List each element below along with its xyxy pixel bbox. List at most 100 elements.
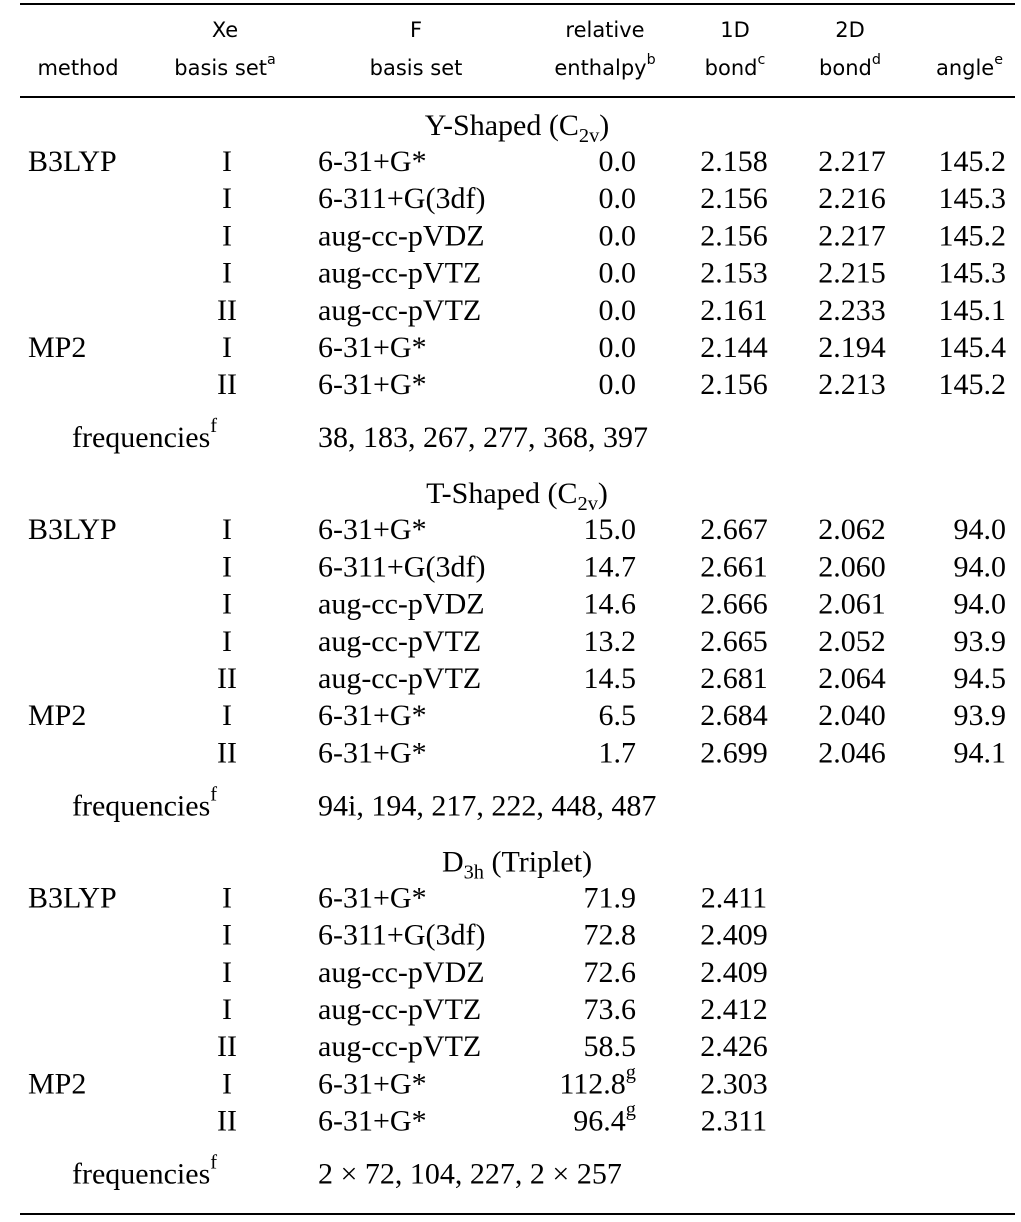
cell-text: 0.0: [599, 293, 637, 326]
frequencies-label: frequenciesf: [72, 1152, 217, 1191]
note: f: [210, 1152, 217, 1174]
cell-text: aug-cc-pVDZ: [318, 587, 485, 620]
cell-text: I: [222, 587, 232, 620]
cell-text: 2.426: [700, 1030, 768, 1063]
header-cell: bondd: [819, 52, 881, 80]
cell-text: bond: [819, 56, 872, 80]
cell: 14.5: [584, 662, 637, 695]
cell-text: 2.311: [701, 1104, 767, 1137]
cell-text: 2.681: [700, 662, 768, 695]
header-cell: enthalpyb: [554, 52, 655, 80]
cell: MP2: [28, 1067, 86, 1100]
cell-text: II: [217, 662, 237, 695]
cell-text: II: [217, 1104, 237, 1137]
cell: 2.217: [818, 219, 886, 252]
cell: 2.215: [818, 256, 886, 289]
cell: aug-cc-pVTZ: [318, 293, 481, 326]
cell-text: 58.5: [584, 1030, 637, 1063]
cell: 6-31+G*: [318, 331, 427, 364]
cell-text: 6-31+G*: [318, 145, 427, 178]
cell: 2.161: [700, 293, 768, 326]
cell: B3LYP: [28, 513, 117, 546]
cell-text: Xe: [212, 18, 238, 42]
cell-text: 0.0: [599, 331, 637, 364]
cell: 6-31+G*: [318, 368, 427, 401]
cell: 2.311: [701, 1104, 767, 1137]
cell: I: [222, 587, 232, 620]
cell-text: 2.217: [818, 219, 886, 252]
cell: 58.5: [584, 1030, 637, 1063]
cell: 2.426: [700, 1030, 768, 1063]
cell-text: 6-31+G*: [318, 736, 427, 769]
note: f: [210, 415, 217, 437]
cell-text: aug-cc-pVDZ: [318, 955, 485, 988]
cell: 6-31+G*: [318, 513, 427, 546]
cell-text: 2.158: [700, 145, 768, 178]
note: d: [872, 52, 881, 68]
cell: 1.7: [599, 736, 637, 769]
cell: 6.5: [599, 699, 637, 732]
cell: I: [222, 256, 232, 289]
cell-text: II: [217, 736, 237, 769]
cell: 0.0: [599, 368, 637, 401]
cell: aug-cc-pVTZ: [318, 662, 481, 695]
cell: 145.3: [939, 182, 1007, 215]
cell-text: 2.667: [700, 513, 768, 546]
cell-text: 2.411: [701, 881, 767, 914]
cell-text: 6-31+G*: [318, 881, 427, 914]
cell-text: I: [222, 331, 232, 364]
cell-text: 2.216: [818, 182, 886, 215]
cell: 2.064: [818, 662, 886, 695]
cell-text: aug-cc-pVTZ: [318, 293, 481, 326]
cell-text: aug-cc-pVTZ: [318, 1030, 481, 1063]
cell: 94.0: [954, 513, 1007, 546]
cell-text: 94.5: [954, 662, 1007, 695]
cell-text: 2.156: [700, 182, 768, 215]
cell: 2.233: [818, 293, 886, 326]
section-title: D3h (Triplet): [442, 845, 592, 884]
section-title: T-Shaped (C2v): [426, 477, 608, 516]
cell-text: 2.409: [700, 918, 768, 951]
cell-text: 2.040: [818, 699, 886, 732]
cell: 2.052: [818, 624, 886, 657]
cell-text: aug-cc-pVTZ: [318, 993, 481, 1026]
cell-text: 1.7: [599, 736, 637, 769]
cell-text: 2.156: [700, 219, 768, 252]
cell-text: 112.8: [559, 1067, 625, 1100]
cell: 0.0: [599, 219, 637, 252]
cell: 145.4: [939, 331, 1007, 364]
cell-text: 13.2: [584, 624, 637, 657]
cell: 2.699: [700, 736, 768, 769]
cell-text: 145.2: [939, 145, 1007, 178]
cell: I: [222, 993, 232, 1026]
cell: 6-311+G(3df): [318, 918, 485, 951]
cell: 112.8g: [559, 1061, 636, 1100]
cell: 6-31+G*: [318, 699, 427, 732]
note: f: [210, 783, 217, 805]
cell: II: [217, 736, 237, 769]
cell: 2.156: [700, 368, 768, 401]
cell-text: 2.661: [700, 550, 768, 583]
note: c: [757, 52, 765, 68]
frequencies-values: 38, 183, 267, 277, 368, 397: [318, 421, 648, 454]
header-cell: method: [37, 56, 118, 80]
frequencies-values: 94i, 194, 217, 222, 448, 487: [318, 789, 656, 822]
cell: 145.2: [939, 145, 1007, 178]
cell-text: 94.0: [954, 513, 1007, 546]
cell-text: 2D: [835, 18, 865, 42]
cell-text: MP2: [28, 1067, 86, 1100]
cell-text: D: [442, 845, 464, 878]
note: e: [994, 52, 1003, 68]
cell-text: I: [222, 624, 232, 657]
cell-text: I: [222, 219, 232, 252]
cell-text: basis set: [174, 56, 267, 80]
cell: 2.217: [818, 145, 886, 178]
cell-text: 94.1: [954, 736, 1007, 769]
header-cell: Xe: [212, 18, 238, 42]
cell-text: 145.2: [939, 219, 1007, 252]
cell-text: 93.9: [954, 624, 1007, 657]
cell-text: aug-cc-pVTZ: [318, 662, 481, 695]
cell: 2.062: [818, 513, 886, 546]
cell-text: 0.0: [599, 145, 637, 178]
cell-text: 2.666: [700, 587, 768, 620]
